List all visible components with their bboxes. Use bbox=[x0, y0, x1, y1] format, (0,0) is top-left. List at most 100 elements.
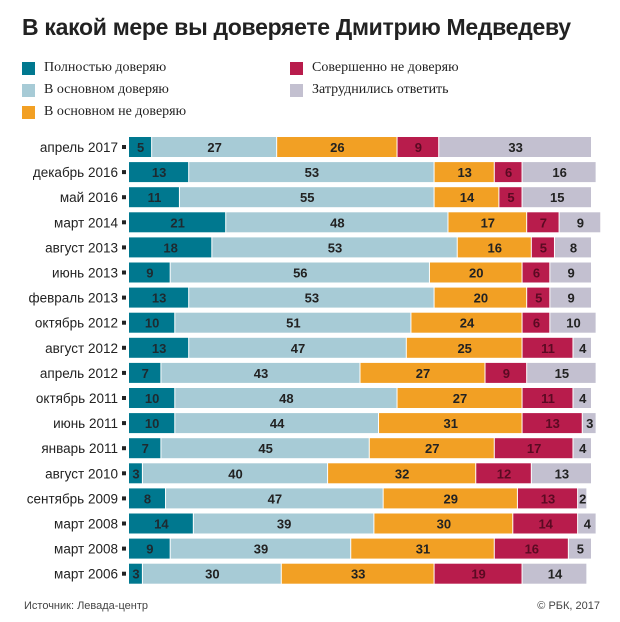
legend-swatch bbox=[22, 61, 35, 75]
bar-segment bbox=[578, 488, 587, 509]
data-label: 9 bbox=[146, 542, 153, 557]
bar-segment bbox=[434, 563, 522, 584]
bar-segment bbox=[522, 262, 550, 283]
category-label: апрель 2017 bbox=[40, 140, 118, 155]
data-label: 13 bbox=[152, 291, 166, 306]
data-label: 13 bbox=[541, 491, 555, 506]
data-label: 5 bbox=[540, 240, 547, 255]
data-label: 24 bbox=[460, 316, 475, 331]
bar-segment bbox=[406, 337, 522, 358]
bar-segment bbox=[281, 563, 434, 584]
data-label: 18 bbox=[163, 240, 177, 255]
bar-segment bbox=[550, 312, 596, 333]
bar-segment bbox=[494, 438, 573, 459]
category-label: март 2008 bbox=[54, 542, 118, 557]
bar-segment bbox=[379, 413, 522, 434]
bar-segment bbox=[129, 463, 142, 484]
data-label: 4 bbox=[584, 517, 592, 532]
data-label: 7 bbox=[142, 366, 149, 381]
data-label: 48 bbox=[330, 215, 344, 230]
tick-mark bbox=[122, 571, 126, 576]
bar-segment bbox=[522, 563, 587, 584]
category-label: октябрь 2012 bbox=[35, 316, 118, 331]
data-label: 7 bbox=[540, 215, 547, 230]
tick-mark bbox=[122, 220, 126, 225]
legend-label: В основном доверяю bbox=[44, 82, 169, 97]
category-label: сентябрь 2009 bbox=[27, 491, 118, 506]
tick-mark bbox=[122, 421, 126, 426]
bar-segment bbox=[226, 212, 448, 233]
legend-label: Затруднились ответить bbox=[312, 82, 449, 97]
bar-segment bbox=[189, 162, 434, 183]
tick-mark bbox=[122, 170, 126, 175]
data-label: 4 bbox=[579, 441, 587, 456]
bar-segment bbox=[129, 488, 166, 509]
data-label: 33 bbox=[351, 567, 365, 582]
bar-segment bbox=[129, 438, 161, 459]
bar-segment bbox=[277, 137, 397, 157]
bar-segment bbox=[527, 287, 550, 308]
data-label: 27 bbox=[453, 391, 467, 406]
chart-title: В какой мере вы доверяете Дмитрию Медвед… bbox=[22, 14, 571, 40]
bar-segment bbox=[434, 162, 494, 183]
category-label: декабрь 2016 bbox=[33, 165, 118, 180]
data-label: 13 bbox=[545, 416, 559, 431]
bar-segment bbox=[129, 237, 212, 258]
data-label: 53 bbox=[328, 240, 342, 255]
data-label: 5 bbox=[137, 140, 144, 155]
bar-segment bbox=[554, 237, 591, 258]
data-label: 33 bbox=[508, 140, 522, 155]
bar-segment bbox=[397, 137, 439, 157]
data-label: 9 bbox=[568, 266, 575, 281]
data-label: 13 bbox=[555, 466, 569, 481]
data-label: 45 bbox=[258, 441, 272, 456]
data-label: 53 bbox=[305, 165, 319, 180]
bar-segment bbox=[573, 337, 591, 358]
legend-label: Полностью доверяю bbox=[44, 60, 167, 75]
category-label: июнь 2013 bbox=[52, 266, 118, 281]
tick-mark bbox=[122, 370, 126, 375]
bar-segment bbox=[170, 538, 351, 559]
tick-mark bbox=[122, 446, 126, 451]
bar-segment bbox=[383, 488, 517, 509]
category-label: август 2012 bbox=[45, 341, 118, 356]
data-label: 19 bbox=[471, 567, 485, 582]
bar-segment bbox=[568, 538, 591, 559]
copyright: © РБК, 2017 bbox=[537, 600, 600, 612]
bar-segment bbox=[522, 187, 591, 208]
bar-segment bbox=[129, 388, 175, 408]
bar-segment bbox=[527, 362, 596, 383]
data-label: 39 bbox=[277, 517, 291, 532]
data-label: 3 bbox=[586, 416, 593, 431]
bar-segment bbox=[522, 388, 573, 408]
legend-swatch bbox=[22, 105, 35, 119]
data-label: 13 bbox=[457, 165, 471, 180]
bar-segment bbox=[434, 287, 527, 308]
data-label: 14 bbox=[548, 567, 563, 582]
bar-segment bbox=[129, 162, 189, 183]
bar-segment bbox=[129, 137, 152, 157]
legend-item: Затруднились ответить bbox=[290, 82, 449, 98]
bar-segment bbox=[448, 212, 527, 233]
data-label: 43 bbox=[254, 366, 268, 381]
data-label: 17 bbox=[481, 215, 495, 230]
data-label: 13 bbox=[152, 165, 166, 180]
bar-segment bbox=[522, 413, 582, 434]
tick-mark bbox=[122, 245, 126, 250]
bar-segment bbox=[485, 362, 527, 383]
data-label: 11 bbox=[541, 391, 555, 406]
category-label: июнь 2011 bbox=[53, 416, 118, 431]
tick-mark bbox=[122, 320, 126, 325]
data-label: 11 bbox=[148, 190, 162, 205]
data-label: 9 bbox=[577, 215, 584, 230]
bar-segment bbox=[166, 488, 383, 509]
data-label: 40 bbox=[228, 466, 242, 481]
data-label: 17 bbox=[527, 441, 541, 456]
bar-segment bbox=[161, 438, 369, 459]
bar-segment bbox=[193, 513, 374, 534]
bar-segment bbox=[328, 463, 476, 484]
data-label: 3 bbox=[132, 466, 139, 481]
tick-mark bbox=[122, 145, 126, 149]
data-label: 26 bbox=[330, 140, 344, 155]
bar-segment bbox=[513, 513, 578, 534]
